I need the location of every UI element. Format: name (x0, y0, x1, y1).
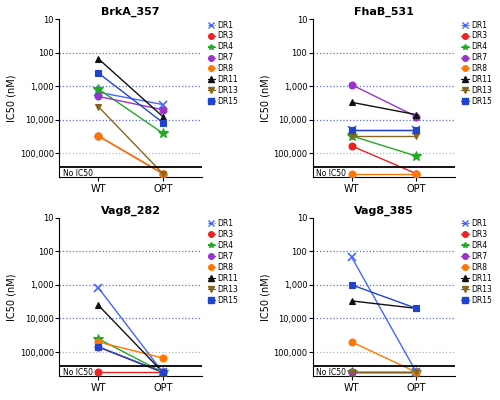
Y-axis label: IC50 (nM): IC50 (nM) (7, 74, 17, 122)
Y-axis label: IC50 (nM): IC50 (nM) (260, 273, 270, 321)
Title: FhaB_531: FhaB_531 (354, 7, 414, 17)
Legend: DR1, DR3, DR4, DR7, DR8, DR11, DR13, DR15: DR1, DR3, DR4, DR7, DR8, DR11, DR13, DR1… (460, 20, 492, 107)
Legend: DR1, DR3, DR4, DR7, DR8, DR11, DR13, DR15: DR1, DR3, DR4, DR7, DR8, DR11, DR13, DR1… (207, 20, 239, 107)
Y-axis label: IC50 (nM): IC50 (nM) (7, 273, 17, 321)
Y-axis label: IC50 (nM): IC50 (nM) (260, 74, 270, 122)
Text: No IC50: No IC50 (316, 368, 346, 377)
Title: Vag8_282: Vag8_282 (100, 206, 160, 216)
Legend: DR1, DR3, DR4, DR7, DR8, DR11, DR13, DR15: DR1, DR3, DR4, DR7, DR8, DR11, DR13, DR1… (460, 218, 492, 305)
Title: Vag8_385: Vag8_385 (354, 206, 414, 216)
Text: No IC50: No IC50 (62, 368, 92, 377)
Text: No IC50: No IC50 (62, 169, 92, 178)
Text: No IC50: No IC50 (316, 169, 346, 178)
Title: BrkA_357: BrkA_357 (102, 7, 160, 17)
Legend: DR1, DR3, DR4, DR7, DR8, DR11, DR13, DR15: DR1, DR3, DR4, DR7, DR8, DR11, DR13, DR1… (207, 218, 239, 305)
